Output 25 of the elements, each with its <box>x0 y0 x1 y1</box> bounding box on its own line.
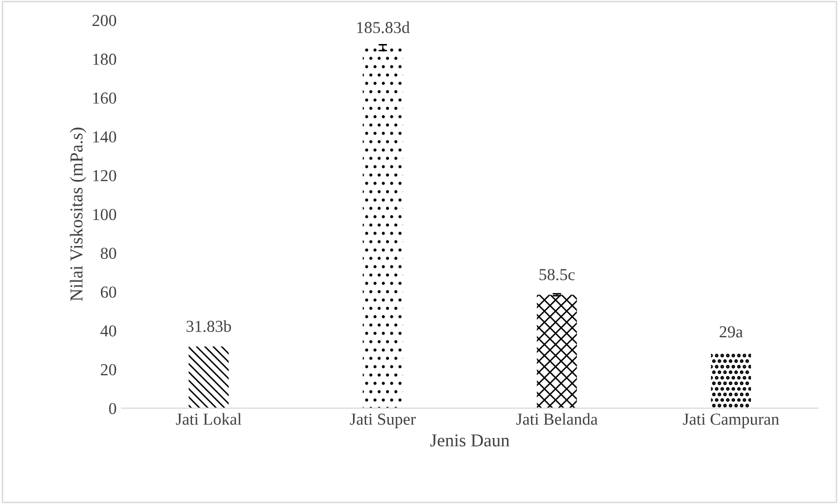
bar <box>362 48 403 408</box>
data-label: 31.83b <box>186 320 231 332</box>
x-tick-label: Jati Super <box>350 414 416 428</box>
y-tick-label: 20 <box>100 364 116 376</box>
y-tick-label: 40 <box>100 325 116 337</box>
bar <box>710 352 751 408</box>
y-tick-label: 120 <box>93 170 116 182</box>
x-tick-label: Jati Belanda <box>516 413 598 425</box>
bar <box>188 346 229 408</box>
y-tick-label: 160 <box>93 92 116 104</box>
data-label: 58.5c <box>540 268 575 280</box>
y-axis-title: Nilai Viskositas (mPa.s) <box>70 128 86 301</box>
x-tick-label: Jati Lokal <box>176 413 242 425</box>
bar <box>536 294 577 408</box>
y-tick-label: 0 <box>109 402 116 414</box>
y-tick-label: 60 <box>100 286 116 298</box>
y-tick-label: 140 <box>93 131 116 143</box>
y-tick-label: 80 <box>100 248 116 259</box>
x-axis-title: Jenis Daun <box>430 434 510 446</box>
y-tick-label: 200 <box>92 14 116 26</box>
y-tick-label: 100 <box>93 208 116 220</box>
x-tick-label: Jati Campuran <box>682 414 780 428</box>
data-label: 185.83d <box>357 21 410 34</box>
data-label: 29a <box>720 326 743 338</box>
y-tick-label: 180 <box>93 54 116 65</box>
